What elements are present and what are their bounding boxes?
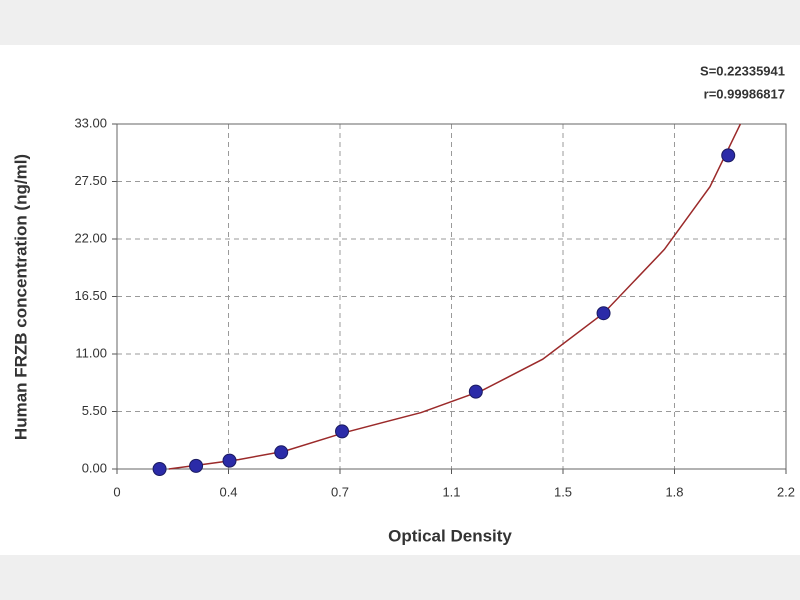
y-tick-label: 0.00 — [82, 460, 107, 475]
x-tick-label: 0 — [113, 484, 120, 499]
y-tick-label: 11.00 — [75, 345, 107, 360]
annotation: r=0.99986817 — [704, 86, 785, 101]
x-axis-title: Optical Density — [388, 526, 512, 545]
plot-frame — [116, 123, 787, 470]
data-point — [596, 306, 611, 321]
y-tick-label: 22.00 — [74, 230, 107, 245]
y-axis-title: Human FRZB concentration (ng/ml) — [11, 154, 30, 440]
x-tick-label: 1.5 — [554, 484, 572, 499]
bottom-band — [0, 555, 800, 600]
data-point — [468, 384, 483, 399]
annotation: S=0.22335941 — [700, 63, 785, 78]
data-point — [152, 462, 167, 476]
data-point — [335, 424, 350, 439]
y-tick-label: 5.50 — [82, 403, 107, 418]
x-tick-label: 1.8 — [665, 484, 683, 499]
x-tick-label: 1.1 — [442, 484, 460, 499]
x-tick-label: 0.7 — [331, 484, 349, 499]
top-band — [0, 0, 800, 45]
data-point — [274, 445, 289, 460]
y-tick-label: 33.00 — [74, 115, 107, 130]
data-point — [721, 148, 736, 163]
y-tick-label: 16.50 — [74, 288, 107, 303]
data-point — [222, 453, 237, 468]
y-tick-label: 27.50 — [74, 173, 107, 188]
x-tick-label: 2.2 — [777, 484, 795, 499]
data-point — [189, 458, 204, 473]
x-tick-label: 0.4 — [219, 484, 237, 499]
